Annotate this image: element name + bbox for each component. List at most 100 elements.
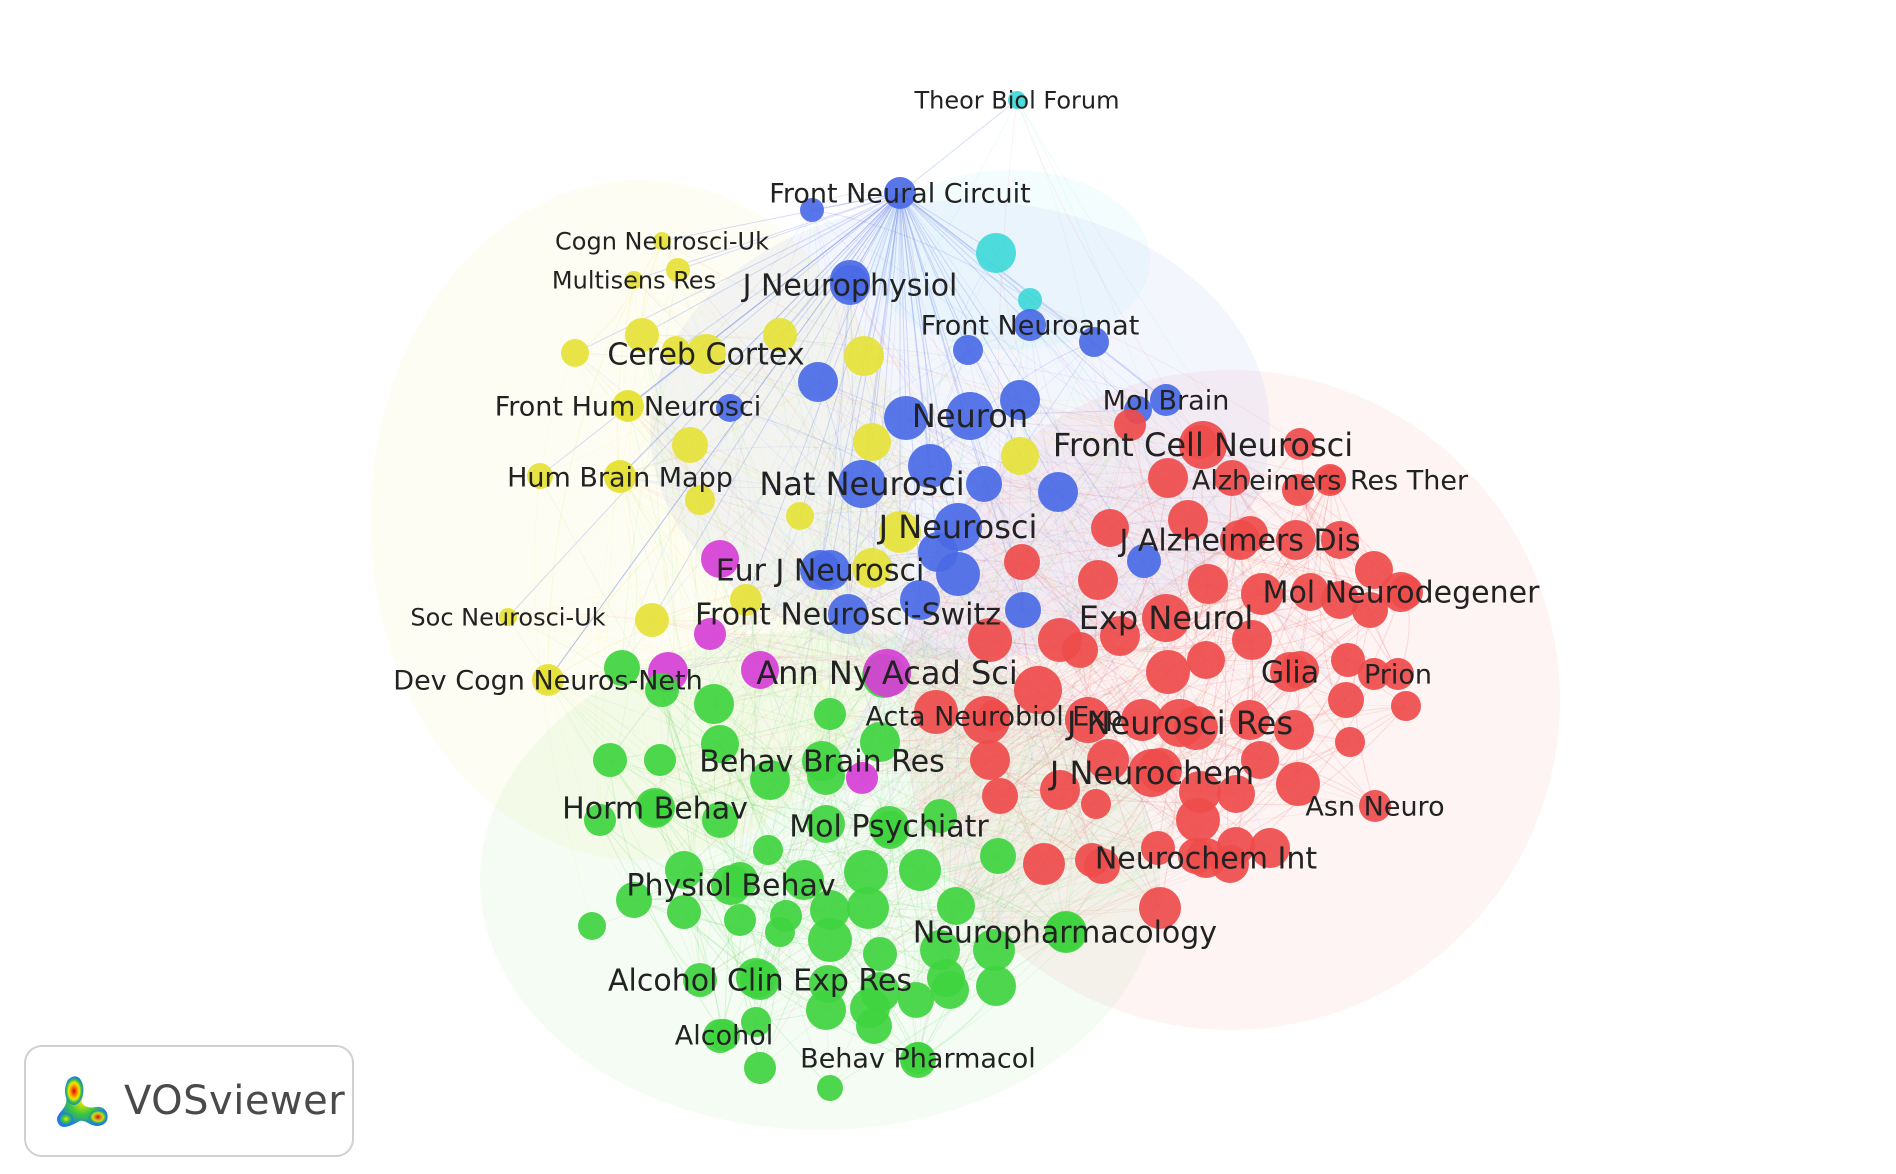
item-label-alcohol-clin-exp-res[interactable]: Alcohol Clin Exp Res: [608, 964, 912, 999]
item-label-behav-pharmacol[interactable]: Behav Pharmacol: [800, 1043, 1036, 1074]
item-label-behav-brain-res[interactable]: Behav Brain Res: [699, 745, 945, 780]
item-node[interactable]: [701, 725, 739, 763]
item-node[interactable]: [1100, 616, 1140, 656]
item-node[interactable]: [970, 740, 1010, 780]
item-node[interactable]: [1081, 789, 1111, 819]
item-node[interactable]: [853, 423, 891, 461]
item-node[interactable]: [800, 198, 824, 222]
item-label-neurochem-int[interactable]: Neurochem Int: [1095, 842, 1318, 877]
item-label-neuropharmacology[interactable]: Neuropharmacology: [913, 916, 1217, 951]
item-node[interactable]: [844, 336, 884, 376]
item-node-behav-brain-res[interactable]: [802, 741, 842, 781]
item-node[interactable]: [584, 804, 616, 836]
item-node-dev-cogn-neuros-neth[interactable]: [532, 664, 564, 696]
item-node[interactable]: [810, 890, 850, 930]
item-node[interactable]: [980, 838, 1016, 874]
item-node[interactable]: [616, 882, 652, 918]
item-label-glia[interactable]: Glia: [1261, 656, 1319, 691]
item-node[interactable]: [923, 799, 957, 833]
item-node[interactable]: [635, 603, 669, 637]
item-node[interactable]: [702, 802, 738, 838]
item-node[interactable]: [666, 258, 690, 282]
item-node[interactable]: [1232, 620, 1272, 660]
item-node[interactable]: [976, 233, 1016, 273]
item-node[interactable]: [966, 466, 1002, 502]
item-node[interactable]: [1284, 428, 1316, 460]
item-node[interactable]: [1241, 741, 1279, 779]
item-node-mol-brain[interactable]: [1150, 384, 1182, 416]
item-label-soc-neurosci-uk[interactable]: Soc Neurosci-Uk: [410, 603, 605, 631]
item-node-eur-j-neurosci[interactable]: [800, 550, 840, 590]
item-label-acta-neurobiol-exp[interactable]: Acta Neurobiol Exp: [866, 701, 1123, 732]
item-node[interactable]: [908, 444, 952, 488]
item-label-front-neurosci-switz[interactable]: Front Neurosci-Switz: [695, 598, 1001, 633]
item-node[interactable]: [863, 937, 897, 971]
item-label-alcohol[interactable]: Alcohol: [675, 1020, 773, 1051]
item-label-exp-neurol[interactable]: Exp Neurol: [1079, 599, 1253, 637]
item-node-front-neuroanat[interactable]: [1014, 309, 1046, 341]
item-node[interactable]: [844, 850, 888, 894]
item-node[interactable]: [1065, 697, 1111, 743]
item-node[interactable]: [784, 860, 824, 900]
item-node[interactable]: [1001, 437, 1039, 475]
item-node[interactable]: [604, 650, 640, 686]
item-node[interactable]: [814, 698, 846, 730]
item-node-front-hum-neurosci[interactable]: [612, 390, 644, 422]
item-node[interactable]: [1282, 474, 1314, 506]
item-node[interactable]: [744, 1052, 776, 1084]
item-node[interactable]: [1230, 700, 1270, 740]
item-node[interactable]: [701, 540, 739, 578]
item-node[interactable]: [879, 511, 921, 553]
item-node[interactable]: [884, 396, 928, 440]
item-node-alcohol-clin-exp-res[interactable]: [740, 960, 780, 1000]
item-node[interactable]: [1214, 460, 1250, 496]
item-node[interactable]: [1355, 551, 1393, 589]
item-node[interactable]: [1040, 770, 1080, 810]
item-node[interactable]: [898, 982, 934, 1018]
item-node[interactable]: [665, 851, 703, 889]
item-node[interactable]: [806, 990, 846, 1030]
item-node[interactable]: [1005, 592, 1041, 628]
item-label-cereb-cortex[interactable]: Cereb Cortex: [607, 338, 804, 373]
item-node[interactable]: [1335, 727, 1365, 757]
item-node[interactable]: [1141, 831, 1175, 865]
item-node-j-neurochem[interactable]: [1128, 749, 1176, 797]
item-node-neurochem-int[interactable]: [1186, 838, 1226, 878]
item-label-front-hum-neurosci[interactable]: Front Hum Neurosci: [495, 391, 762, 422]
item-label-nat-neurosci[interactable]: Nat Neurosci: [759, 465, 964, 503]
item-node[interactable]: [1014, 666, 1062, 714]
item-node-alzheimers-res-ther[interactable]: [1314, 464, 1346, 496]
item-node[interactable]: [741, 651, 779, 689]
item-node[interactable]: [724, 904, 756, 936]
item-node-front-cell-neurosci[interactable]: [1179, 421, 1227, 469]
item-label-cogn-neurosci-uk[interactable]: Cogn Neurosci-Uk: [555, 227, 769, 255]
item-node[interactable]: [716, 394, 744, 422]
item-node[interactable]: [1018, 288, 1042, 312]
item-node[interactable]: [1023, 843, 1065, 885]
item-node[interactable]: [847, 887, 889, 929]
item-node[interactable]: [1078, 560, 1118, 600]
item-node-ann-ny-acad-sci[interactable]: [863, 649, 911, 697]
item-label-hum-brain-mapp[interactable]: Hum Brain Mapp: [507, 462, 733, 493]
item-node[interactable]: [1391, 691, 1421, 721]
item-node[interactable]: [1148, 458, 1188, 498]
item-node[interactable]: [1321, 521, 1359, 559]
item-node[interactable]: [786, 502, 814, 530]
item-node-front-neural-circuit[interactable]: [884, 177, 916, 209]
item-label-mol-neurodegener[interactable]: Mol Neurodegener: [1263, 576, 1541, 611]
item-node[interactable]: [765, 917, 795, 947]
item-node-behav-pharmacol[interactable]: [902, 1042, 934, 1074]
item-node[interactable]: [899, 849, 941, 891]
item-node[interactable]: [672, 427, 708, 463]
item-label-eur-j-neurosci[interactable]: Eur J Neurosci: [716, 554, 925, 589]
item-node[interactable]: [750, 760, 790, 800]
item-node[interactable]: [593, 743, 627, 777]
item-node[interactable]: [1146, 650, 1190, 694]
item-node[interactable]: [1127, 544, 1161, 578]
item-node[interactable]: [937, 887, 975, 925]
item-node[interactable]: [1075, 843, 1109, 877]
item-node[interactable]: [936, 552, 980, 596]
item-node[interactable]: [976, 966, 1016, 1006]
item-node[interactable]: [1276, 520, 1316, 560]
